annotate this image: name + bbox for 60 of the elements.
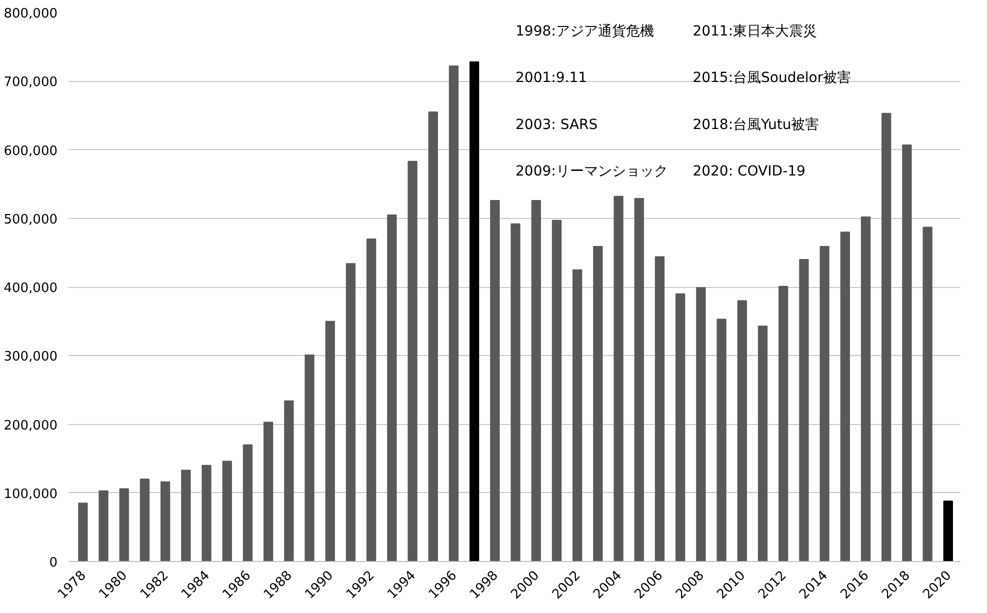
annotation: 1998:アジア通貨危機 [516,23,654,40]
annotation: 2009:リーマンショック [516,163,668,180]
y-tick-label: 600,000 [4,144,58,159]
bar [346,263,356,562]
bar [78,502,88,562]
bar [860,216,871,562]
bar [799,259,809,562]
annotation: 2003: SARS [516,116,598,133]
bar [202,464,212,562]
bar [902,144,912,562]
annotation: 2001:9.11 [516,70,588,86]
bar [634,198,644,562]
bar [572,269,582,562]
bar [181,470,191,562]
annotation: 2018:台風Yutu被害 [692,116,820,133]
bar [531,200,541,562]
bar [470,61,480,562]
bar [222,460,232,562]
bar [716,318,726,562]
annotation: 2020: COVID-19 [692,163,806,180]
bar [943,500,953,562]
y-tick-label: 200,000 [4,418,58,434]
y-tick-label: 300,000 [4,350,58,365]
bar [840,232,850,562]
bar [510,223,520,562]
bar [119,488,129,562]
bar [284,400,294,562]
bar [737,300,747,562]
y-tick-label: 700,000 [4,75,58,90]
bar [922,226,932,562]
bar [696,287,706,562]
annotation: 2011:東日本大震災 [692,23,818,40]
bar [264,422,274,562]
bar [552,220,562,562]
bar [778,286,788,562]
y-tick-label: 0 [49,556,58,570]
bar [614,196,624,562]
bar [428,112,438,562]
bar [654,256,665,562]
bar [593,246,603,562]
bar [160,481,170,562]
bar [448,66,459,562]
bar [140,478,150,562]
bar [882,112,892,562]
bar [408,160,418,562]
y-tick-label: 800,000 [4,6,58,22]
bar [304,354,314,562]
bar [676,293,686,562]
bar [325,320,335,562]
bar [758,326,768,562]
bar [820,246,830,562]
bar [366,238,376,562]
bar [98,490,108,562]
bar [242,444,253,562]
bar [490,200,500,562]
y-tick-label: 500,000 [4,212,58,228]
annotation: 2015:台風Soudelor被害 [692,70,852,86]
y-tick-label: 100,000 [4,486,58,502]
bar [387,214,397,562]
y-tick-label: 400,000 [4,281,58,296]
